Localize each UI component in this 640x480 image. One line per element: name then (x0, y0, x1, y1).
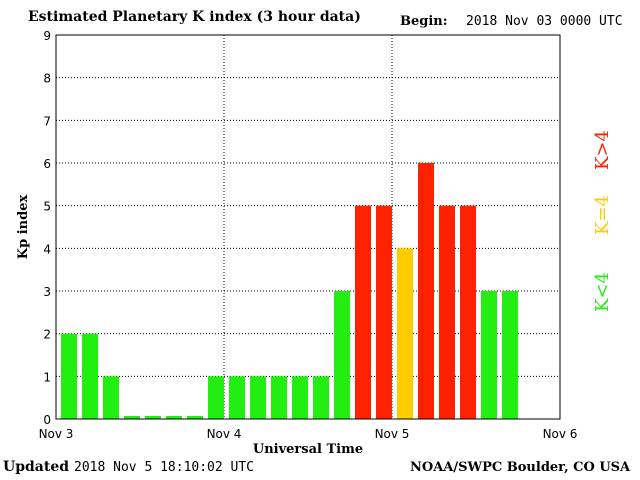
y-tick-label: 0 (43, 413, 51, 427)
y-tick-label: 2 (43, 328, 51, 342)
kp-bar (334, 291, 350, 419)
updated-value: 2018 Nov 5 18:10:02 UTC (74, 460, 255, 475)
kp-bar (145, 416, 161, 419)
kp-bar (187, 416, 203, 419)
begin-label: Begin: (400, 14, 448, 29)
kp-bar (376, 205, 392, 419)
kp-bar (313, 376, 329, 419)
credit-text: NOAA/SWPC Boulder, CO USA (410, 460, 631, 475)
kp-bar (61, 333, 77, 419)
kp-bar (82, 333, 98, 419)
x-tick-label: Nov 5 (375, 427, 410, 441)
kp-bar (124, 416, 140, 419)
y-tick-label: 1 (43, 370, 51, 384)
kp-bar (229, 376, 245, 419)
plot-frame (55, 34, 561, 420)
kp-bar (418, 163, 434, 419)
begin-value: 2018 Nov 03 0000 UTC (466, 14, 623, 29)
kp-bar (439, 205, 455, 419)
y-tick-label: 3 (43, 285, 51, 299)
kp-bar (355, 205, 371, 419)
legend-high: K>4 (592, 130, 613, 170)
x-axis-label: Universal Time (253, 442, 363, 457)
kp-bar (166, 416, 182, 419)
updated-label: Updated (3, 459, 70, 475)
kp-bar (502, 291, 518, 419)
kp-bar (460, 205, 476, 419)
bar-series (61, 163, 518, 419)
y-tick-label: 7 (43, 114, 51, 128)
x-tick-label: Nov 3 (39, 427, 74, 441)
legend-equal: K=4 (592, 195, 613, 235)
legend-low: K<4 (592, 272, 613, 312)
y-axis-ticks: 0 1 2 3 4 5 6 7 8 9 (43, 29, 51, 427)
y-axis-label: Kp index (16, 195, 31, 260)
y-tick-label: 5 (43, 200, 51, 214)
y-tick-label: 6 (43, 157, 51, 171)
kp-bar (271, 376, 287, 419)
x-axis-ticks: Nov 3 Nov 4 Nov 5 Nov 6 (39, 427, 578, 441)
kp-bar (250, 376, 266, 419)
kp-bar (397, 248, 413, 419)
kp-bar (292, 376, 308, 419)
y-tick-label: 9 (43, 29, 51, 43)
x-tick-label: Nov 4 (207, 427, 242, 441)
y-tick-label: 4 (43, 242, 51, 256)
chart-title: Estimated Planetary K index (3 hour data… (28, 9, 361, 25)
y-tick-label: 8 (43, 72, 51, 86)
x-tick-label: Nov 6 (543, 427, 578, 441)
kp-bar (208, 376, 224, 419)
kp-bar (103, 376, 119, 419)
kp-bar (481, 291, 497, 419)
